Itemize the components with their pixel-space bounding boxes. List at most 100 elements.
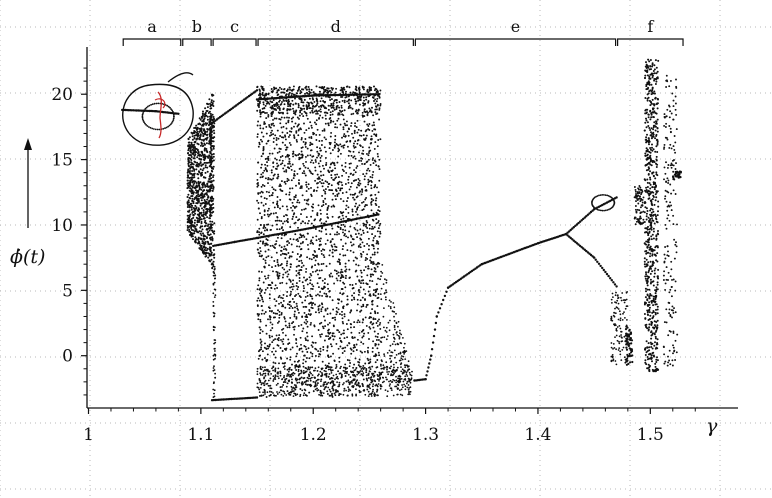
data-point xyxy=(275,117,278,120)
data-point xyxy=(353,292,356,295)
data-point xyxy=(194,241,197,243)
data-point xyxy=(213,272,216,275)
data-point xyxy=(352,156,355,159)
data-point xyxy=(329,233,332,236)
data-point xyxy=(368,326,371,329)
data-point xyxy=(267,182,269,185)
data-point xyxy=(272,165,275,168)
data-point xyxy=(323,315,325,318)
data-point xyxy=(332,308,335,311)
data-point xyxy=(372,294,375,297)
data-point xyxy=(258,391,261,393)
data-point xyxy=(304,295,307,298)
data-point xyxy=(310,266,313,269)
data-point xyxy=(389,383,391,385)
data-point xyxy=(354,171,357,174)
data-point xyxy=(362,318,365,321)
data-point xyxy=(280,301,283,304)
data-point xyxy=(278,272,281,275)
data-point xyxy=(268,336,271,339)
data-point xyxy=(190,217,193,220)
data-point xyxy=(355,186,358,189)
data-point xyxy=(276,273,279,276)
data-point xyxy=(365,196,368,199)
data-point xyxy=(298,364,301,367)
data-point xyxy=(200,154,203,157)
data-point xyxy=(206,136,209,139)
data-point xyxy=(188,189,191,192)
data-point xyxy=(307,127,310,130)
data-point xyxy=(348,188,351,191)
data-point xyxy=(190,228,193,231)
data-point xyxy=(186,202,189,204)
data-point xyxy=(363,175,366,178)
data-point xyxy=(204,249,207,252)
data-point xyxy=(273,124,275,127)
data-point xyxy=(350,331,353,334)
data-point xyxy=(197,134,200,137)
data-point xyxy=(323,388,326,391)
data-point xyxy=(338,331,341,334)
data-point xyxy=(327,375,330,378)
data-point xyxy=(283,316,286,319)
data-point xyxy=(376,347,379,350)
data-point xyxy=(293,174,296,177)
data-point xyxy=(294,194,297,197)
data-point xyxy=(210,134,213,137)
data-point xyxy=(300,112,303,115)
data-point xyxy=(212,304,215,307)
data-point xyxy=(362,328,365,331)
data-point xyxy=(572,226,575,229)
data-point xyxy=(192,167,195,170)
data-point xyxy=(192,232,195,235)
data-point xyxy=(289,279,292,282)
data-point xyxy=(304,279,307,282)
data-point xyxy=(353,130,356,133)
data-point xyxy=(331,88,334,91)
data-point xyxy=(347,386,349,389)
data-point xyxy=(288,162,291,165)
data-point xyxy=(295,269,298,272)
data-point xyxy=(295,386,297,388)
data-point xyxy=(213,122,216,125)
data-point xyxy=(341,317,344,320)
data-point xyxy=(310,240,312,243)
data-point xyxy=(294,110,297,113)
data-point xyxy=(332,389,335,392)
data-point xyxy=(194,180,197,183)
data-point xyxy=(369,163,372,166)
data-point xyxy=(213,329,215,332)
data-point xyxy=(266,353,269,356)
data-point xyxy=(209,180,212,183)
data-point xyxy=(281,386,283,388)
data-point xyxy=(332,384,335,387)
data-point xyxy=(286,270,289,273)
data-point xyxy=(362,104,365,107)
data-point xyxy=(328,262,331,265)
data-point xyxy=(274,370,277,373)
data-point xyxy=(204,235,207,238)
data-point xyxy=(379,321,382,324)
data-point xyxy=(319,389,322,392)
data-point xyxy=(305,183,308,186)
data-point xyxy=(212,263,215,266)
data-point xyxy=(210,258,213,261)
data-point xyxy=(316,128,319,131)
data-point xyxy=(157,102,160,105)
data-point xyxy=(194,236,197,239)
data-point xyxy=(259,387,262,389)
region-label: c xyxy=(230,17,239,36)
data-point xyxy=(265,238,268,241)
data-point xyxy=(329,240,332,243)
data-point xyxy=(200,211,203,214)
data-point xyxy=(263,357,266,360)
data-point xyxy=(288,368,291,371)
data-point xyxy=(197,193,200,196)
data-point xyxy=(354,357,357,360)
data-point xyxy=(289,226,292,228)
data-point xyxy=(318,311,321,314)
data-point xyxy=(318,229,321,232)
data-point xyxy=(202,196,204,199)
data-point xyxy=(322,204,325,206)
